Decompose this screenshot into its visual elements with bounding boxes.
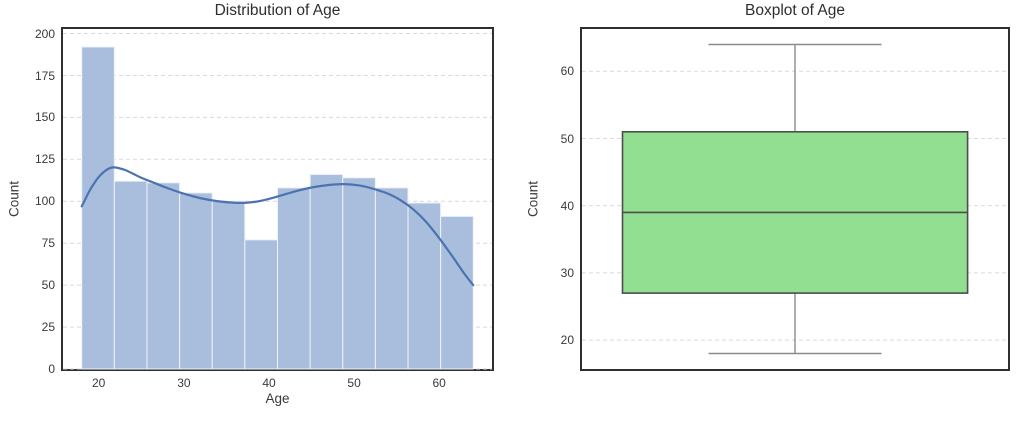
y-tick-label: 75	[41, 236, 55, 251]
histogram-bar	[277, 187, 311, 370]
histogram-x-axis-label: Age	[265, 391, 290, 406]
histogram-bar	[81, 46, 115, 370]
y-tick-label: 150	[34, 110, 55, 125]
y-tick-label: 60	[560, 64, 574, 79]
y-tick-label: 175	[34, 68, 55, 83]
histogram-bar	[374, 187, 409, 370]
boxplot-canvas	[582, 43, 1008, 355]
x-tick-label: 50	[347, 376, 361, 390]
y-tick-label: 200	[34, 26, 55, 41]
y-tick-label: 100	[34, 194, 55, 209]
histogram-canvas	[63, 33, 492, 370]
x-tick-label: 60	[432, 376, 446, 390]
histogram-bar	[342, 177, 376, 370]
histogram-bar	[440, 215, 474, 370]
kde-curve	[80, 166, 475, 287]
y-tick-label: 30	[560, 265, 574, 280]
boxplot-y-axis-label: Count	[525, 180, 541, 218]
y-tick-label: 20	[560, 333, 574, 348]
histogram-bar	[407, 202, 442, 370]
histogram-bar	[179, 192, 213, 370]
x-tick-label: 20	[92, 376, 106, 390]
y-tick-label: 0	[48, 362, 55, 376]
histogram-bars	[81, 46, 474, 370]
boxplot-plot-area: Boxplot of Age Count 20 30 40 50 60	[526, 2, 1010, 371]
histogram-bar	[146, 182, 181, 370]
x-tick-label: 40	[262, 376, 276, 390]
y-tick-label: 40	[560, 198, 574, 213]
histogram-bar	[211, 200, 246, 370]
y-tick-label: 50	[560, 131, 574, 146]
x-tick-label: 30	[177, 376, 191, 390]
y-tick-label: 50	[41, 278, 55, 293]
y-tick-label: 25	[41, 320, 55, 335]
histogram-y-axis-label: Count	[6, 180, 22, 218]
histogram-bar	[113, 180, 148, 370]
histogram-bar	[244, 239, 278, 370]
boxplot-title: Boxplot of Age	[745, 2, 845, 19]
histogram-title: Distribution of Age	[214, 2, 341, 19]
histogram-plot-area: Distribution of Age Count Age 0 25 50 75 100…	[7, 2, 494, 406]
y-tick-label: 125	[34, 152, 55, 167]
histogram-bar	[309, 173, 344, 370]
